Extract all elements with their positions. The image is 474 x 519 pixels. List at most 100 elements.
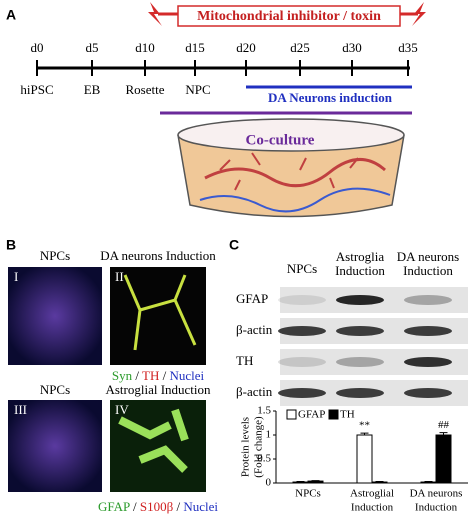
image-header: Astroglial Induction xyxy=(105,382,211,397)
micrograph xyxy=(8,400,102,492)
bolt xyxy=(148,2,162,26)
panel-a: A Mitochondrial inhibitor / toxin d0 d5 d1… xyxy=(6,2,426,218)
bolt xyxy=(412,2,426,26)
caption-part: S100β xyxy=(140,499,174,514)
panel-label: A xyxy=(6,7,16,23)
numeral: II xyxy=(115,269,124,284)
toxin-box xyxy=(177,5,401,27)
micrograph xyxy=(8,267,102,365)
blot-band xyxy=(404,295,452,305)
caption-part: GFAP xyxy=(98,499,130,514)
significance: ## xyxy=(438,419,450,431)
y-axis-label: (Fold change) xyxy=(253,416,265,478)
panel-label: B xyxy=(6,237,16,253)
numeral: IV xyxy=(115,402,129,417)
caption-part: / xyxy=(173,499,183,514)
caption-part: / xyxy=(159,368,169,383)
x-tick-label: Astroglial xyxy=(350,488,394,500)
blot-band xyxy=(278,295,326,305)
caption-part: Nuclei xyxy=(183,499,218,514)
legend-swatch xyxy=(328,409,339,420)
blot-header: Induction xyxy=(403,263,453,278)
blot-band xyxy=(404,326,452,336)
caption: GFAP / S100β / Nuclei xyxy=(98,499,218,514)
caption-part: / xyxy=(130,499,140,514)
stage-label: EB xyxy=(84,82,101,97)
blot-header: Induction xyxy=(335,263,385,278)
blot-row-label: TH xyxy=(236,353,253,368)
blot-row-label: β-actin xyxy=(236,384,273,399)
error-bar xyxy=(360,432,369,435)
blot-header: NPCs xyxy=(287,261,317,276)
bar xyxy=(292,481,309,484)
blot-header: Astroglia xyxy=(336,249,385,264)
y-tick-label: 0.5 xyxy=(257,453,271,465)
legend-label: TH xyxy=(340,409,355,421)
caption: Syn / TH / Nuclei xyxy=(112,368,205,383)
day-label: d10 xyxy=(135,40,155,55)
y-tick-label: 1 xyxy=(266,429,272,441)
bar xyxy=(435,434,452,484)
micrograph xyxy=(110,400,206,492)
blot-band xyxy=(278,326,326,336)
y-tick-label: 1.5 xyxy=(257,405,271,417)
blot-band xyxy=(336,295,384,305)
x-tick-label: Induction xyxy=(415,502,458,514)
timeline-ticks: d0 d5 d10 d15 d20 d25 d30 d35 hiPSC EB Rosette NPC xyxy=(20,40,417,97)
numeral: III xyxy=(14,402,27,417)
blot-header: DA neurons xyxy=(397,249,459,264)
bar xyxy=(356,434,373,484)
legend-label: GFAP xyxy=(298,409,325,421)
y-tick-label: 0 xyxy=(266,477,272,489)
caption-part: / xyxy=(132,368,142,383)
numeral: I xyxy=(14,269,18,284)
panel-b: B NPCs DA neurons Induction I II Syn / T… xyxy=(6,237,218,514)
blot-band xyxy=(278,388,326,398)
caption-part: Nuclei xyxy=(169,368,204,383)
caption-part: Syn xyxy=(112,368,133,383)
stage-label: hiPSC xyxy=(20,82,53,97)
stage-label: NPC xyxy=(185,82,210,97)
astrocyte xyxy=(118,408,189,473)
day-label: d15 xyxy=(185,40,205,55)
panel-label: C xyxy=(229,237,239,253)
image-header: DA neurons Induction xyxy=(100,248,216,263)
day-label: d25 xyxy=(290,40,310,55)
blot-band xyxy=(404,357,452,367)
image-header: NPCs xyxy=(40,248,70,263)
image-header: NPCs xyxy=(40,382,70,397)
blot-band xyxy=(336,357,384,367)
coculture-label: Co-culture xyxy=(246,132,315,148)
micrograph xyxy=(110,267,206,365)
caption-part: TH xyxy=(142,368,159,383)
bar xyxy=(307,480,324,484)
panel-c: C xyxy=(229,237,239,253)
day-label: d30 xyxy=(342,40,362,55)
x-tick-label: Induction xyxy=(351,502,394,514)
blot-row-label: GFAP xyxy=(236,291,268,306)
neurite xyxy=(123,274,197,351)
bar xyxy=(371,481,388,484)
dish xyxy=(177,118,405,218)
toxin-label: Mitochondrial inhibitor / toxin xyxy=(197,9,381,24)
error-bar xyxy=(439,432,448,435)
x-tick-label: DA neurons xyxy=(410,488,463,500)
day-label: d0 xyxy=(31,40,44,55)
day-label: d5 xyxy=(86,40,99,55)
x-tick-label: NPCs xyxy=(295,488,321,500)
bar xyxy=(420,481,437,484)
significance: ** xyxy=(359,420,370,432)
blot-row-label: β-actin xyxy=(236,322,273,337)
blot-band xyxy=(336,388,384,398)
induction-label: DA Neurons induction xyxy=(268,90,393,105)
stage-label: Rosette xyxy=(126,82,165,97)
y-axis-label: Protein levels xyxy=(240,417,252,477)
day-label: d35 xyxy=(398,40,418,55)
blot-band xyxy=(278,357,326,367)
day-label: d20 xyxy=(236,40,256,55)
legend-swatch xyxy=(286,409,297,420)
blot-band xyxy=(404,388,452,398)
blot-band xyxy=(336,326,384,336)
